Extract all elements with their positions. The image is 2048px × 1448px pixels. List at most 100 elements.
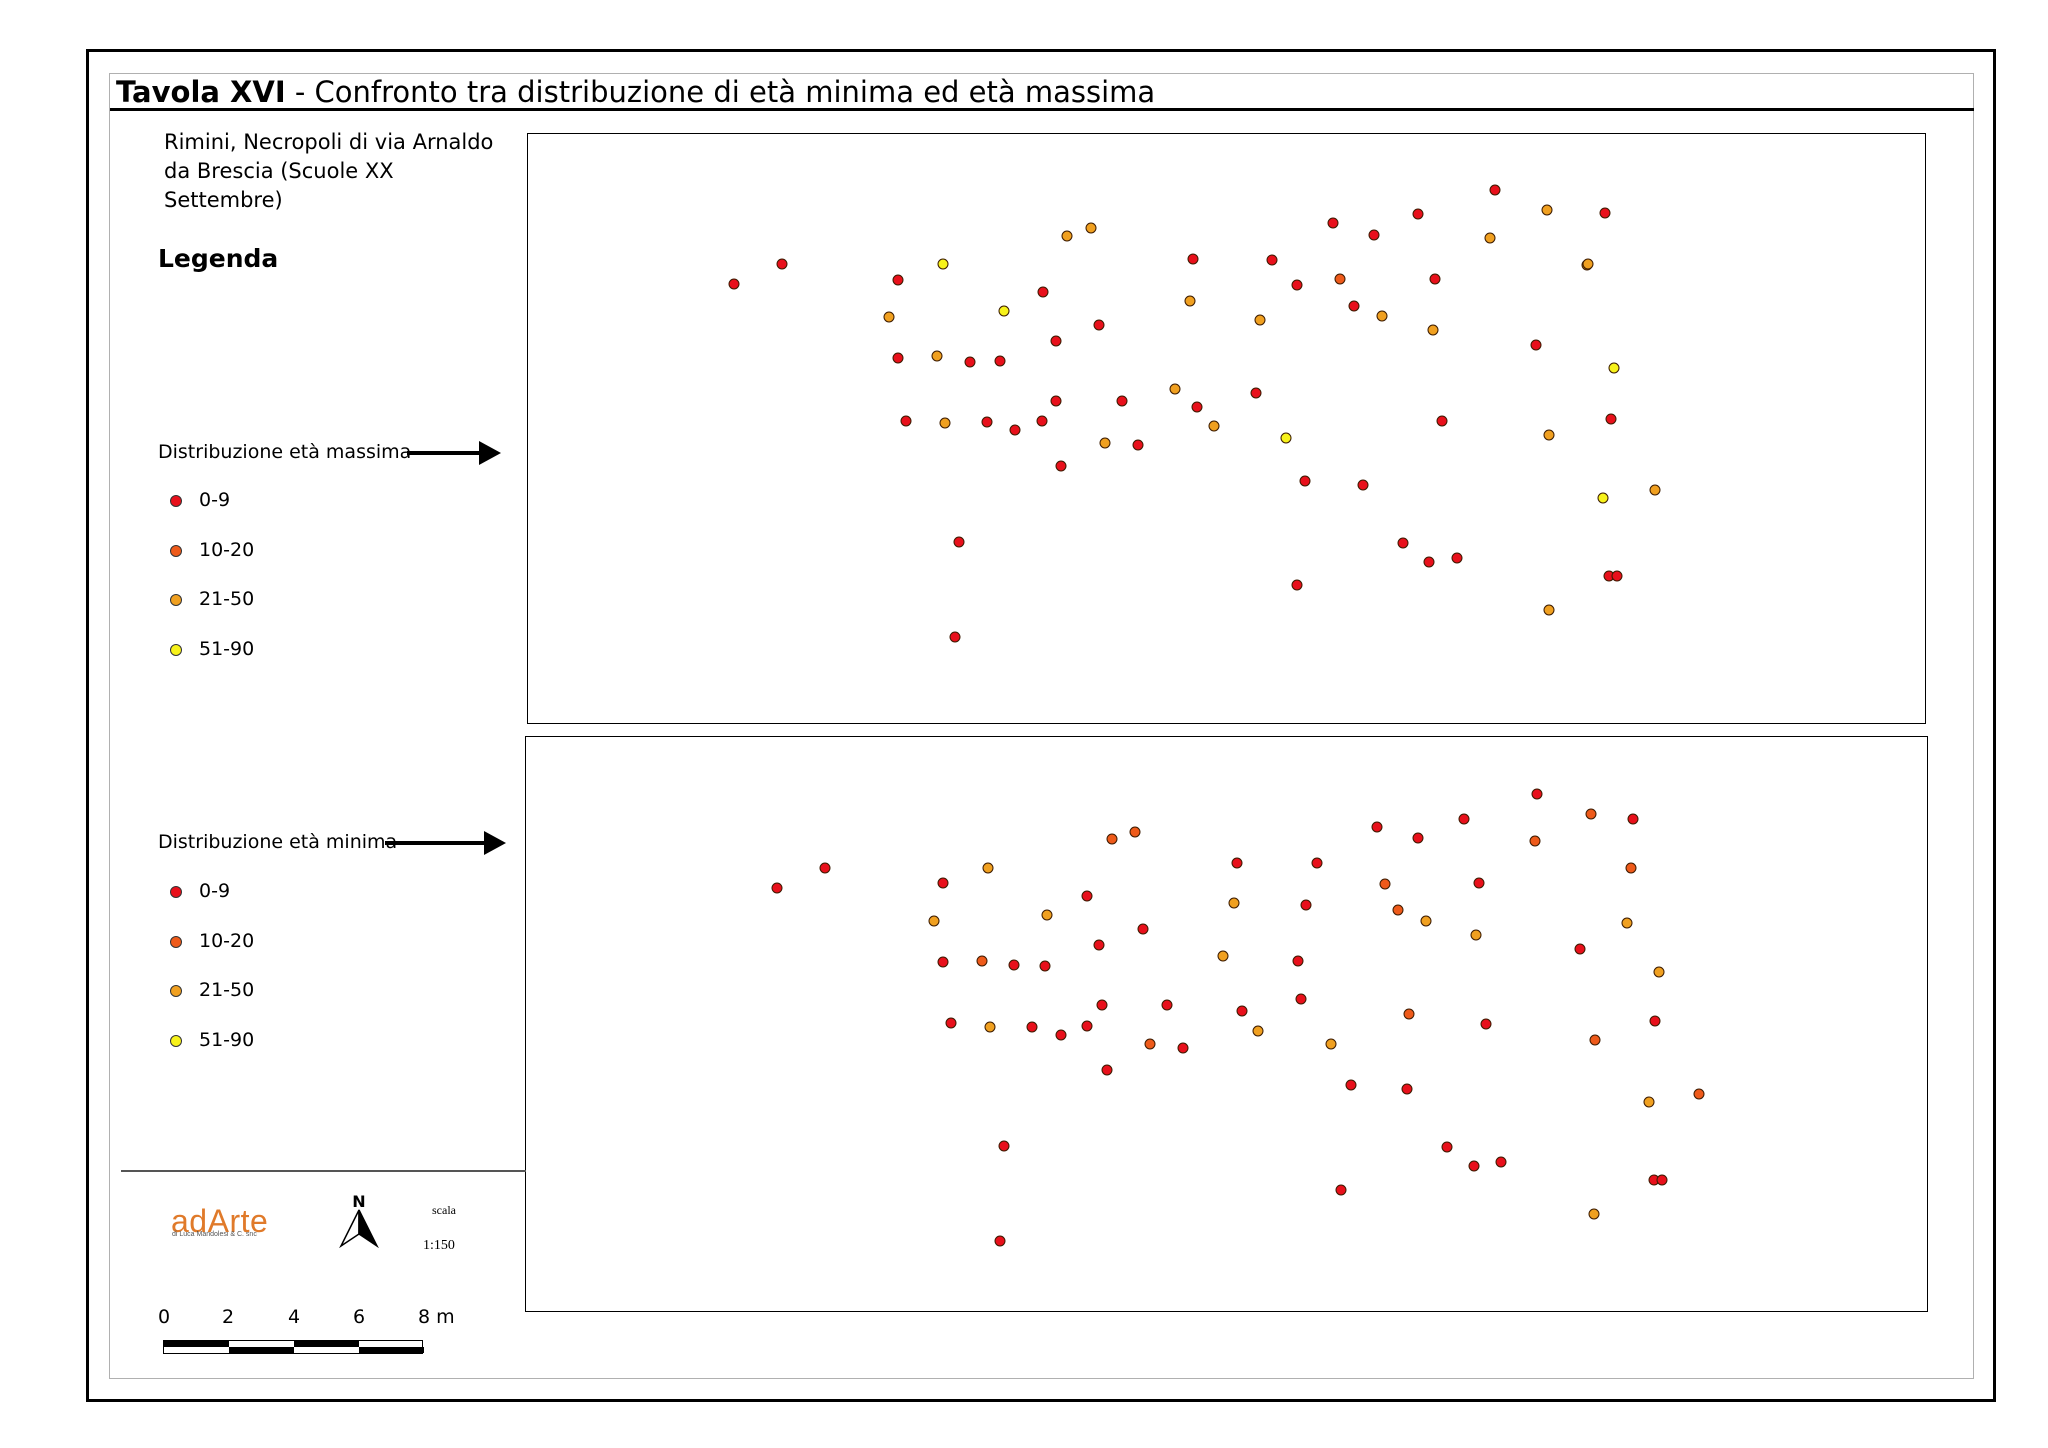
burial-point-21-50 <box>1653 966 1665 978</box>
burial-point-0-9 <box>1266 254 1278 266</box>
burial-point-0-9 <box>1489 184 1501 196</box>
burial-point-21-50 <box>1643 1096 1655 1108</box>
burial-point-0-9 <box>1055 1029 1067 1041</box>
burial-point-51-90 <box>1608 362 1620 374</box>
burial-point-21-50 <box>1208 420 1220 432</box>
map-max-age <box>527 133 1926 724</box>
legend-heading: Legenda <box>158 244 279 273</box>
burial-point-0-9 <box>1371 821 1383 833</box>
legend-dot <box>170 886 182 898</box>
burial-point-0-9 <box>1345 1079 1357 1091</box>
outer-frame <box>86 49 1996 1402</box>
scale-tick: 8 m <box>418 1306 455 1328</box>
burial-point-0-9 <box>728 278 740 290</box>
company-logo: adArte di Luca Mandolesi & C. snc <box>171 1203 268 1240</box>
burial-point-21-50 <box>1543 604 1555 616</box>
burial-point-0-9 <box>1473 877 1485 889</box>
burial-point-0-9 <box>1137 923 1149 935</box>
legend-item-label: 51-90 <box>199 638 255 661</box>
burial-point-0-9 <box>1291 579 1303 591</box>
inner-frame <box>109 73 1974 1379</box>
burial-point-21-50 <box>931 350 943 362</box>
burial-point-21-50 <box>1427 324 1439 336</box>
burial-point-0-9 <box>937 877 949 889</box>
burial-point-51-90 <box>1280 432 1292 444</box>
burial-point-0-9 <box>1008 959 1020 971</box>
burial-point-0-9 <box>1039 960 1051 972</box>
scale-label: scala <box>432 1203 456 1217</box>
burial-point-0-9 <box>1161 999 1173 1011</box>
burial-point-0-9 <box>1412 208 1424 220</box>
burial-point-0-9 <box>1357 479 1369 491</box>
burial-point-0-9 <box>1036 415 1048 427</box>
scale-segment <box>164 1341 229 1347</box>
arrow-icon <box>407 441 501 465</box>
plate-caption: - Confronto tra distribuzione di età min… <box>294 75 1156 109</box>
scale-tick: 2 <box>222 1306 235 1328</box>
burial-point-0-9 <box>1327 217 1339 229</box>
burial-point-0-9 <box>1026 1021 1038 1033</box>
burial-point-21-50 <box>1169 383 1181 395</box>
legend-dot <box>170 495 182 507</box>
burial-point-51-90 <box>937 258 949 270</box>
legend-item-label: 51-90 <box>199 1029 255 1052</box>
burial-point-10-20 <box>976 955 988 967</box>
scale-bar <box>163 1340 424 1354</box>
burial-point-21-50 <box>883 311 895 323</box>
map-max-points <box>728 184 1661 643</box>
burial-point-10-20 <box>1129 826 1141 838</box>
burial-point-0-9 <box>1451 552 1463 564</box>
legend-max-label: Distribuzione età massima <box>158 441 412 463</box>
burial-point-0-9 <box>1250 387 1262 399</box>
burial-point-0-9 <box>1480 1018 1492 1030</box>
burial-point-10-20 <box>1334 273 1346 285</box>
burial-point-21-50 <box>1588 1208 1600 1220</box>
scale-ratio: 1:150 <box>423 1238 455 1253</box>
legend-item-label: 0-9 <box>199 489 231 511</box>
burial-point-0-9 <box>1116 395 1128 407</box>
burial-point-51-90 <box>1597 492 1609 504</box>
burial-point-10-20 <box>1403 1008 1415 1020</box>
burial-point-10-20 <box>1392 904 1404 916</box>
scale-segment <box>229 1347 294 1353</box>
burial-point-21-50 <box>1484 232 1496 244</box>
burial-point-21-50 <box>1543 429 1555 441</box>
site-name: Rimini, Necropoli di via Arnaldo da Bres… <box>164 130 494 212</box>
burial-point-51-90 <box>998 305 1010 317</box>
arrow-icon <box>385 831 506 855</box>
burial-point-21-50 <box>1099 437 1111 449</box>
burial-point-0-9 <box>1401 1083 1413 1095</box>
burial-point-0-9 <box>1574 943 1586 955</box>
burial-point-10-20 <box>1379 878 1391 890</box>
burial-point-0-9 <box>949 631 961 643</box>
logo-subtitle: di Luca Mandolesi & C. snc <box>172 1231 257 1238</box>
scale-tick: 4 <box>288 1306 301 1328</box>
scale-segment <box>294 1341 359 1347</box>
burial-point-0-9 <box>1429 273 1441 285</box>
burial-point-21-50 <box>1041 909 1053 921</box>
burial-point-0-9 <box>1050 395 1062 407</box>
burial-point-0-9 <box>1368 229 1380 241</box>
burial-point-0-9 <box>1656 1174 1668 1186</box>
map-min-age <box>525 736 1928 1312</box>
burial-point-0-9 <box>1458 813 1470 825</box>
burial-point-21-50 <box>1184 295 1196 307</box>
legend-item-label: 10-20 <box>199 538 255 561</box>
burial-point-0-9 <box>1101 1064 1113 1076</box>
burial-point-21-50 <box>1541 204 1553 216</box>
burial-point-0-9 <box>1299 475 1311 487</box>
burial-point-0-9 <box>1531 788 1543 800</box>
burial-point-21-50 <box>1061 230 1073 242</box>
burial-point-21-50 <box>1085 222 1097 234</box>
burial-point-0-9 <box>1335 1184 1347 1196</box>
burial-point-0-9 <box>1292 955 1304 967</box>
burial-point-0-9 <box>1649 1015 1661 1027</box>
scale-tick: 0 <box>158 1306 171 1328</box>
burial-point-0-9 <box>819 862 831 874</box>
title-rule <box>110 108 1974 111</box>
legend-item-label: 0-9 <box>199 880 231 902</box>
burial-point-0-9 <box>1231 857 1243 869</box>
burial-point-21-50 <box>982 862 994 874</box>
burial-point-0-9 <box>1081 1020 1093 1032</box>
burial-point-0-9 <box>776 258 788 270</box>
